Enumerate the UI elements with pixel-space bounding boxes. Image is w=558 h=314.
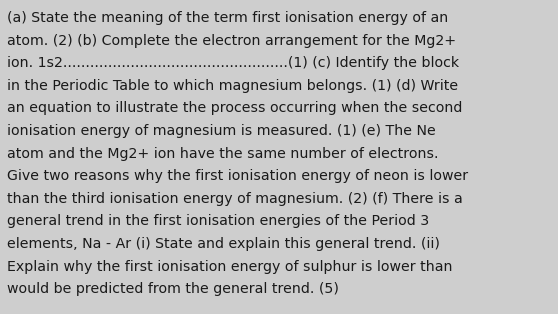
Text: Give two reasons why the first ionisation energy of neon is lower: Give two reasons why the first ionisatio… (7, 169, 468, 183)
Text: atom. (2) (b) Complete the electron arrangement for the Mg2+: atom. (2) (b) Complete the electron arra… (7, 34, 456, 48)
Text: than the third ionisation energy of magnesium. (2) (f) There is a: than the third ionisation energy of magn… (7, 192, 463, 206)
Text: elements, Na - Ar (i) State and explain this general trend. (ii): elements, Na - Ar (i) State and explain … (7, 237, 440, 251)
Text: ionisation energy of magnesium is measured. (1) (e) The Ne: ionisation energy of magnesium is measur… (7, 124, 436, 138)
Text: would be predicted from the general trend. (5): would be predicted from the general tren… (7, 282, 339, 296)
Text: (a) State the meaning of the term first ionisation energy of an: (a) State the meaning of the term first … (7, 11, 449, 25)
Text: general trend in the first ionisation energies of the Period 3: general trend in the first ionisation en… (7, 214, 430, 229)
Text: ion. 1s2..................................................(1) (c) Identify the b: ion. 1s2................................… (7, 56, 459, 70)
Text: an equation to illustrate the process occurring when the second: an equation to illustrate the process oc… (7, 101, 463, 116)
Text: Explain why the first ionisation energy of sulphur is lower than: Explain why the first ionisation energy … (7, 260, 453, 274)
Text: in the Periodic Table to which magnesium belongs. (1) (d) Write: in the Periodic Table to which magnesium… (7, 79, 458, 93)
Text: atom and the Mg2+ ion have the same number of electrons.: atom and the Mg2+ ion have the same numb… (7, 147, 439, 161)
